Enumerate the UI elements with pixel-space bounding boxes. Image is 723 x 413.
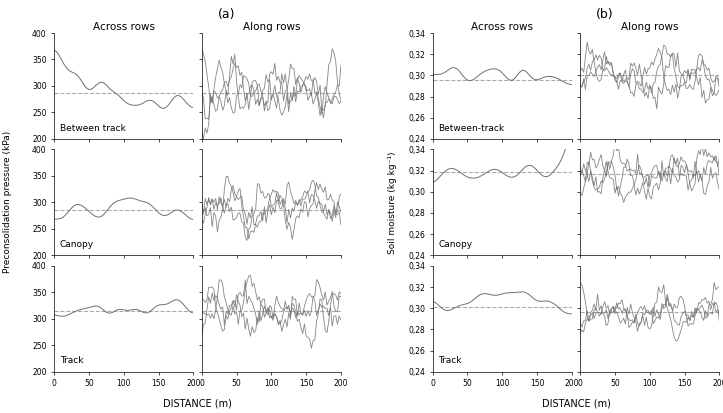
Text: Soil moisture (kg kg⁻¹): Soil moisture (kg kg⁻¹)	[388, 151, 398, 254]
Text: Between-track: Between-track	[438, 123, 505, 133]
Title: Along rows: Along rows	[243, 22, 300, 32]
Text: (b): (b)	[596, 8, 614, 21]
Text: (a): (a)	[218, 8, 235, 21]
Title: Across rows: Across rows	[93, 22, 155, 32]
Text: Canopy: Canopy	[60, 240, 94, 249]
Text: DISTANCE (m): DISTANCE (m)	[542, 399, 610, 409]
Text: Track: Track	[438, 356, 462, 366]
Title: Across rows: Across rows	[471, 22, 534, 32]
Text: DISTANCE (m): DISTANCE (m)	[163, 399, 232, 409]
Text: Canopy: Canopy	[438, 240, 472, 249]
Title: Along rows: Along rows	[621, 22, 679, 32]
Text: Preconsolidation pressure (kPa): Preconsolidation pressure (kPa)	[3, 131, 12, 273]
Text: Between track: Between track	[60, 123, 126, 133]
Text: Track: Track	[60, 356, 83, 366]
